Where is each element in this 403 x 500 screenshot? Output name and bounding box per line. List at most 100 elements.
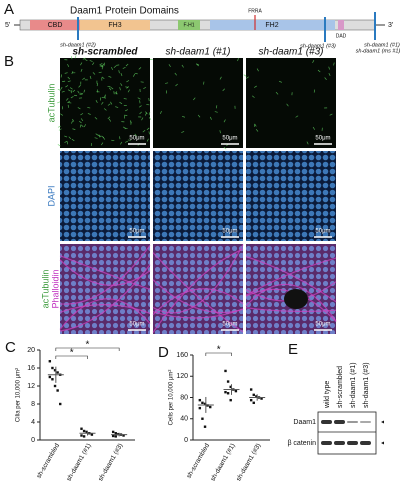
cilium [108, 75, 112, 78]
cilium [100, 65, 104, 68]
cilium [71, 120, 73, 124]
cilium [146, 138, 149, 142]
cilium [101, 135, 105, 138]
cilium [181, 115, 186, 118]
cilium [237, 58, 239, 62]
point [53, 369, 57, 372]
cilium [139, 111, 142, 115]
cilium [68, 136, 72, 140]
sig-bracket [205, 352, 232, 356]
point [229, 385, 232, 389]
cilium [58, 128, 62, 131]
domain-label: FH2 [265, 22, 278, 29]
cilium [77, 90, 80, 94]
cilium [101, 76, 105, 79]
svg-text:◂: ◂ [381, 441, 384, 447]
cilium [312, 60, 315, 64]
cilium [120, 83, 123, 87]
point [53, 384, 57, 388]
cilium [57, 125, 61, 128]
cilium [324, 77, 327, 81]
cilium [82, 57, 86, 60]
cilium [67, 80, 71, 83]
cell-border [245, 256, 337, 303]
scale-label: 50μm [315, 322, 330, 328]
title: Daam1 Protein Domains [70, 6, 179, 17]
cilium [286, 103, 289, 107]
micrograph [246, 244, 336, 334]
point [80, 427, 83, 430]
cilium [312, 126, 316, 130]
cell-border [245, 257, 337, 296]
cilium [313, 89, 316, 93]
cilium [255, 128, 259, 132]
x-tick-label: sh-daam1 (#1) [210, 442, 237, 482]
cilium [278, 80, 282, 83]
cilium [124, 140, 128, 143]
cilium [72, 118, 75, 122]
point [203, 402, 207, 406]
point [48, 360, 52, 363]
point [82, 435, 86, 438]
domain [338, 20, 344, 30]
cilium [317, 69, 321, 73]
lane-label: sh-daam1 (#1) [350, 362, 357, 408]
cilium [168, 64, 171, 68]
micrograph [153, 151, 243, 241]
site-label: sh-daam1 (#2) [60, 42, 96, 48]
cilium [148, 117, 152, 120]
cilium [148, 131, 150, 135]
cilium [254, 85, 257, 88]
cilium [215, 105, 218, 109]
y-axis-label: Cilia per 10,000 μm² [16, 368, 22, 422]
cilium [79, 120, 82, 124]
cilium [134, 72, 138, 75]
lane-label: sh-daam1 (#3) [363, 362, 370, 408]
cilium [144, 112, 147, 116]
cilium [160, 110, 162, 114]
cilium [110, 86, 114, 90]
cell-border [152, 248, 244, 333]
y-tick-label: 4 [31, 419, 35, 426]
cilium [142, 129, 146, 133]
point [114, 435, 117, 438]
cilium [132, 73, 136, 77]
cilium [119, 136, 121, 140]
cilium [67, 76, 71, 80]
cilium [108, 87, 112, 91]
point [82, 429, 86, 433]
panel-label: B [4, 53, 14, 70]
cilium [104, 95, 106, 99]
cilium [80, 113, 84, 116]
y-tick-label: 16 [27, 365, 35, 372]
cilium [295, 115, 299, 118]
cilium [72, 128, 76, 130]
cell-border [245, 307, 337, 313]
cilium [95, 99, 98, 103]
cell-border [152, 279, 244, 314]
point [111, 434, 115, 438]
cilium [333, 62, 335, 66]
point [114, 432, 117, 435]
lane-label: wild type [324, 381, 331, 409]
cilium [61, 90, 65, 93]
panel-label: C [5, 339, 16, 356]
cilium [107, 116, 111, 120]
cilium [115, 106, 119, 108]
scale-label: 50μm [222, 136, 237, 142]
cilium [66, 98, 69, 101]
site-label: sh-daam1 (ms #1) [356, 48, 401, 54]
cilium [120, 73, 123, 77]
cilium [70, 90, 73, 94]
cilium [70, 96, 74, 99]
cilium [102, 63, 105, 67]
cilium [125, 86, 129, 88]
domain [178, 20, 200, 30]
point [122, 434, 125, 437]
cilium [100, 142, 104, 146]
motif-label: FRRA [248, 8, 262, 14]
point [56, 371, 59, 374]
micrograph [246, 58, 336, 148]
point [201, 401, 204, 405]
cilium [68, 102, 72, 104]
